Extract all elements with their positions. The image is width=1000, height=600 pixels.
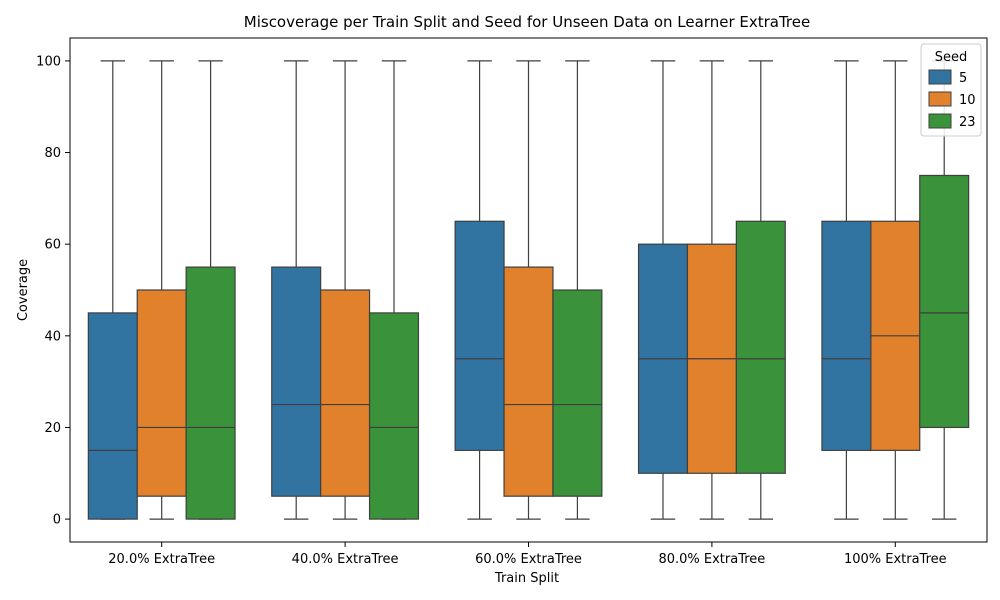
box-seed-23	[919, 174, 970, 429]
box-seed-23	[735, 220, 786, 474]
y-tick-label: 40	[44, 329, 61, 344]
y-tick-label: 100	[36, 54, 61, 69]
box-seed-10	[136, 289, 187, 497]
box-seed-10	[503, 266, 554, 497]
legend-label: 5	[959, 71, 967, 86]
box-seed-5	[821, 220, 872, 451]
x-tick-label: 100% ExtraTree	[844, 552, 947, 567]
y-tick-label: 80	[44, 146, 61, 161]
legend-swatch	[928, 69, 952, 85]
box-seed-23	[185, 266, 236, 520]
legend: Seed 5 10 23	[920, 43, 982, 137]
chart-title: Miscoverage per Train Split and Seed for…	[244, 13, 810, 31]
x-tick-label: 80.0% ExtraTree	[658, 552, 765, 567]
x-tick-label: 20.0% ExtraTree	[108, 552, 215, 567]
y-tick-label: 20	[44, 421, 61, 436]
box-seed-5	[454, 220, 505, 451]
box-seed-5	[87, 312, 138, 520]
box-seed-10	[320, 289, 371, 497]
box-seed-23	[552, 289, 603, 497]
x-tick-label: 40.0% ExtraTree	[292, 552, 399, 567]
legend-swatch	[928, 91, 952, 107]
y-tick-label: 0	[53, 513, 61, 528]
plot-area	[87, 60, 970, 520]
legend-label: 23	[959, 115, 976, 130]
x-axis: 20.0% ExtraTree 40.0% ExtraTree 60.0% Extr…	[108, 542, 947, 567]
x-axis-label: Train Split	[494, 571, 559, 586]
y-axis: 0 20 40 60 80 100	[36, 54, 70, 528]
legend-swatch	[928, 113, 952, 129]
y-tick-label: 60	[44, 238, 61, 253]
legend-frame	[920, 43, 982, 137]
x-tick-label: 60.0% ExtraTree	[475, 552, 582, 567]
y-axis-label: Coverage	[16, 259, 31, 321]
legend-label: 10	[959, 93, 976, 108]
box-seed-5	[271, 266, 322, 497]
legend-title: Seed	[935, 50, 968, 65]
box-seed-23	[368, 312, 420, 520]
